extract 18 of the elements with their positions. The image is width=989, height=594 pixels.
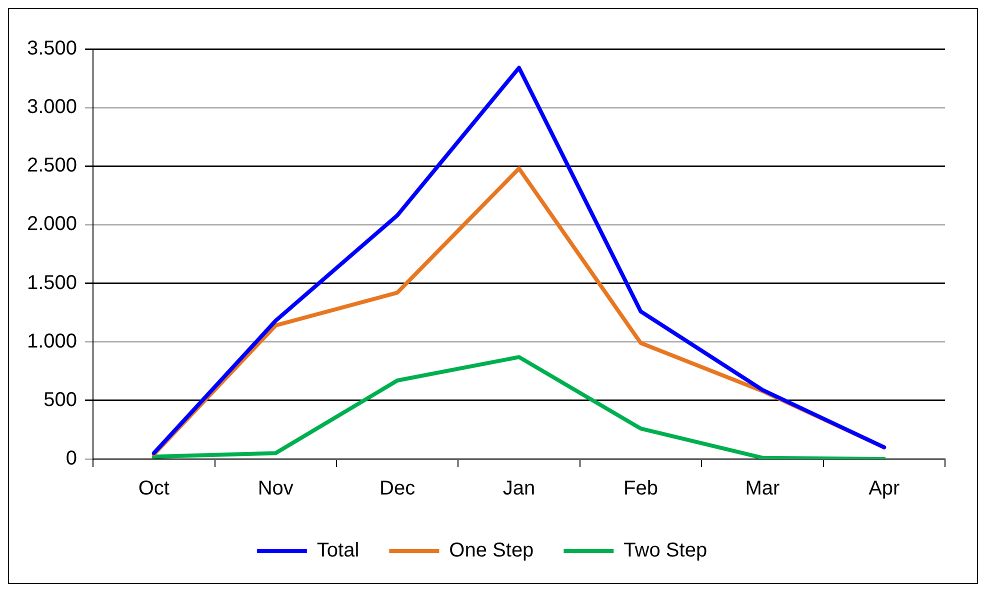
- x-tick-label: Mar: [745, 478, 780, 500]
- y-tick-label: 1.000: [26, 330, 78, 352]
- x-tick-label: Feb: [623, 478, 658, 500]
- legend-label: Total: [316, 540, 360, 562]
- y-tick-label: 3.500: [26, 38, 78, 60]
- x-tick-label: Dec: [380, 478, 416, 500]
- y-tick-label: 0: [66, 448, 78, 470]
- x-tick-label: Jan: [502, 478, 536, 500]
- y-tick-label: 500: [44, 388, 78, 411]
- y-tick-label: 3.000: [26, 96, 78, 118]
- legend-label: Two Step: [624, 540, 708, 562]
- y-tick-label: 2.000: [26, 213, 78, 236]
- x-tick-label: Nov: [258, 478, 294, 500]
- y-tick-label: 1.500: [26, 272, 78, 294]
- x-tick-label: Apr: [868, 478, 900, 500]
- y-tick-label: 2.500: [26, 154, 78, 177]
- legend-label: One Step: [449, 540, 534, 562]
- x-tick-label: Oct: [138, 478, 170, 500]
